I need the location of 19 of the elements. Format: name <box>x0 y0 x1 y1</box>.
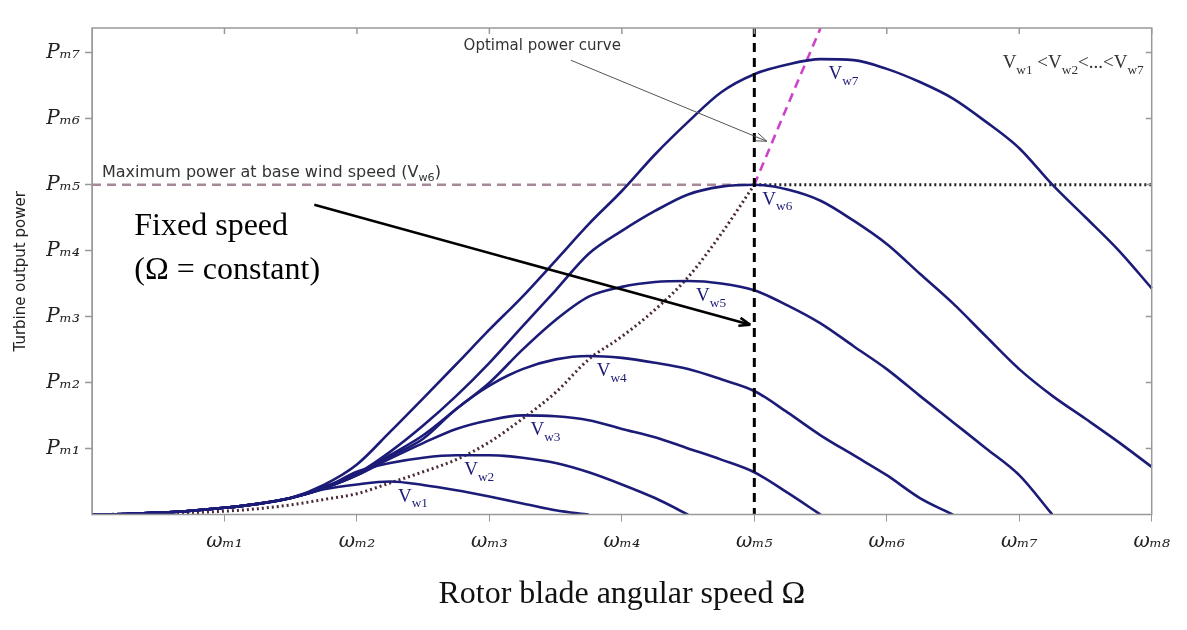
x-tick-label: ωₘ₁ <box>206 527 243 552</box>
x-tick-label: ωₘ₂ <box>338 527 376 552</box>
text: Pₘ₇ <box>45 38 80 63</box>
x-tick-label: ωₘ₈ <box>1133 527 1170 552</box>
text: Pₘ₄ <box>45 236 80 261</box>
y-axis-title: Turbine output power <box>10 190 29 353</box>
x-axis-title: Rotor blade angular speed Ω <box>438 574 806 611</box>
text: Pₘ₂ <box>45 368 80 393</box>
text: Pₘ₆ <box>45 104 80 129</box>
x-tick-label: ωₘ₆ <box>868 527 906 552</box>
x-tick-label: ωₘ₇ <box>1000 527 1038 552</box>
x-tick-label: ωₘ₅ <box>736 527 773 552</box>
annotation: Fixed speed (Ω = constant) <box>134 205 321 286</box>
x-tick-label: ωₘ₄ <box>603 527 641 552</box>
text: Pₘ₅ <box>45 170 80 195</box>
text: Pₘ₁ <box>45 434 80 459</box>
x-tick-label: ωₘ₃ <box>471 527 508 552</box>
text: Optimal power curve <box>463 36 621 55</box>
text: Pₘ₃ <box>45 302 80 327</box>
